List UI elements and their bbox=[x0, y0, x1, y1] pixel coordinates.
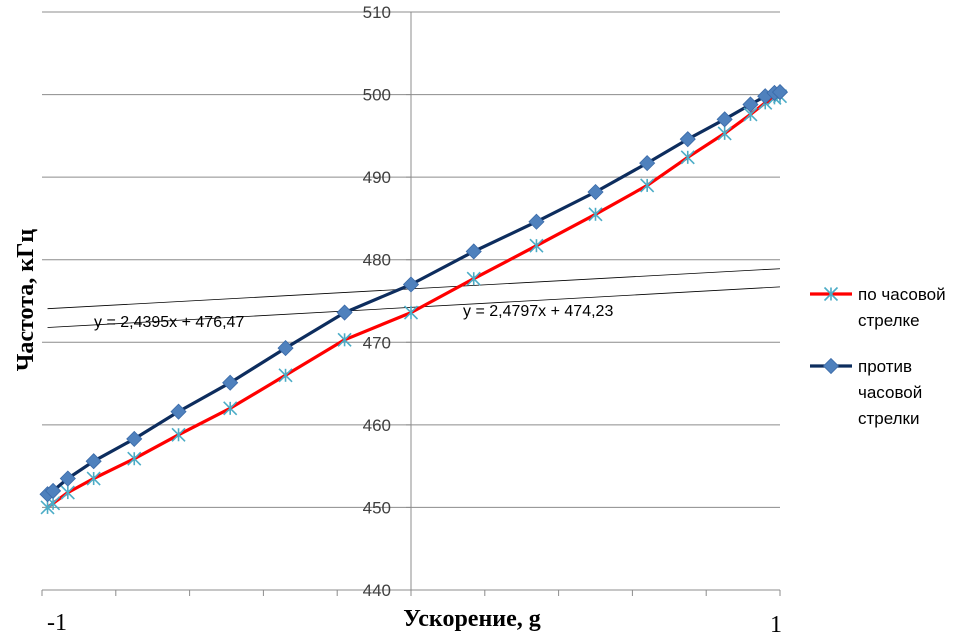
series-markers bbox=[39, 84, 789, 515]
point-ccw bbox=[679, 131, 696, 148]
point-ccw bbox=[639, 155, 656, 172]
point-ccw bbox=[277, 340, 294, 357]
y-tick-labels: 440 450 460 470 480 490 500 510 bbox=[363, 3, 391, 600]
point-cw bbox=[60, 485, 75, 500]
point-ccw bbox=[45, 482, 62, 499]
y-tick-label: 440 bbox=[363, 581, 391, 600]
legend-label-1: стрелки bbox=[858, 409, 919, 428]
y-axis-title: Частота, кГц bbox=[13, 229, 39, 372]
legend-label-1: против bbox=[858, 357, 912, 376]
y-tick-label: 500 bbox=[363, 86, 391, 105]
point-ccw bbox=[126, 430, 143, 447]
y-tick-label: 510 bbox=[363, 3, 391, 22]
trendline-0 bbox=[47, 286, 781, 328]
legend-marker-0 bbox=[823, 286, 839, 302]
point-ccw bbox=[85, 453, 102, 470]
point-ccw bbox=[402, 276, 420, 293]
point-ccw bbox=[528, 213, 545, 230]
legend-label-0: стрелке bbox=[858, 311, 920, 330]
point-cw bbox=[223, 401, 238, 416]
series-lines bbox=[46, 90, 781, 509]
x-axis-title: Ускорение, g bbox=[403, 606, 541, 632]
series-line-0 bbox=[46, 94, 781, 509]
y-tick-label: 490 bbox=[363, 168, 391, 187]
legend-marker-1 bbox=[822, 357, 840, 375]
point-ccw bbox=[716, 111, 733, 128]
point-cw bbox=[127, 451, 142, 466]
y-tick-label: 450 bbox=[363, 498, 391, 517]
point-ccw bbox=[465, 243, 482, 260]
trendline-equation-ccw: y = 2,4395x + 476,47 bbox=[94, 314, 244, 331]
point-cw bbox=[171, 427, 186, 442]
point-cw bbox=[466, 271, 481, 286]
x-tick-label: 1 bbox=[770, 612, 782, 637]
point-cw bbox=[680, 150, 695, 165]
x-tick-label: -1 bbox=[47, 610, 67, 636]
point-cw bbox=[640, 178, 655, 193]
point-cw bbox=[337, 332, 352, 347]
point-ccw bbox=[771, 84, 789, 101]
point-ccw bbox=[222, 374, 239, 391]
x-tick-labels: -1 1 bbox=[47, 610, 782, 637]
legend-label-1: часовой bbox=[858, 383, 922, 402]
point-cw bbox=[403, 305, 419, 320]
y-tick-label: 480 bbox=[363, 251, 391, 270]
y-tick-label: 460 bbox=[363, 416, 391, 435]
point-ccw bbox=[59, 470, 76, 487]
y-tick-label: 470 bbox=[363, 333, 391, 352]
trendline-equation-cw: y = 2,4797x + 474,23 bbox=[463, 303, 613, 320]
legend-label-0: по часовой bbox=[858, 285, 946, 304]
axes bbox=[41, 11, 781, 596]
point-ccw bbox=[336, 304, 353, 321]
legend: по часовой стрелке против часовой стрелки bbox=[810, 285, 946, 428]
point-cw bbox=[588, 207, 603, 222]
point-ccw bbox=[742, 96, 759, 113]
point-cw bbox=[278, 368, 293, 383]
point-cw bbox=[717, 126, 732, 141]
point-cw bbox=[529, 238, 544, 253]
point-ccw bbox=[170, 403, 187, 420]
point-ccw bbox=[587, 183, 604, 201]
point-cw bbox=[86, 471, 101, 486]
